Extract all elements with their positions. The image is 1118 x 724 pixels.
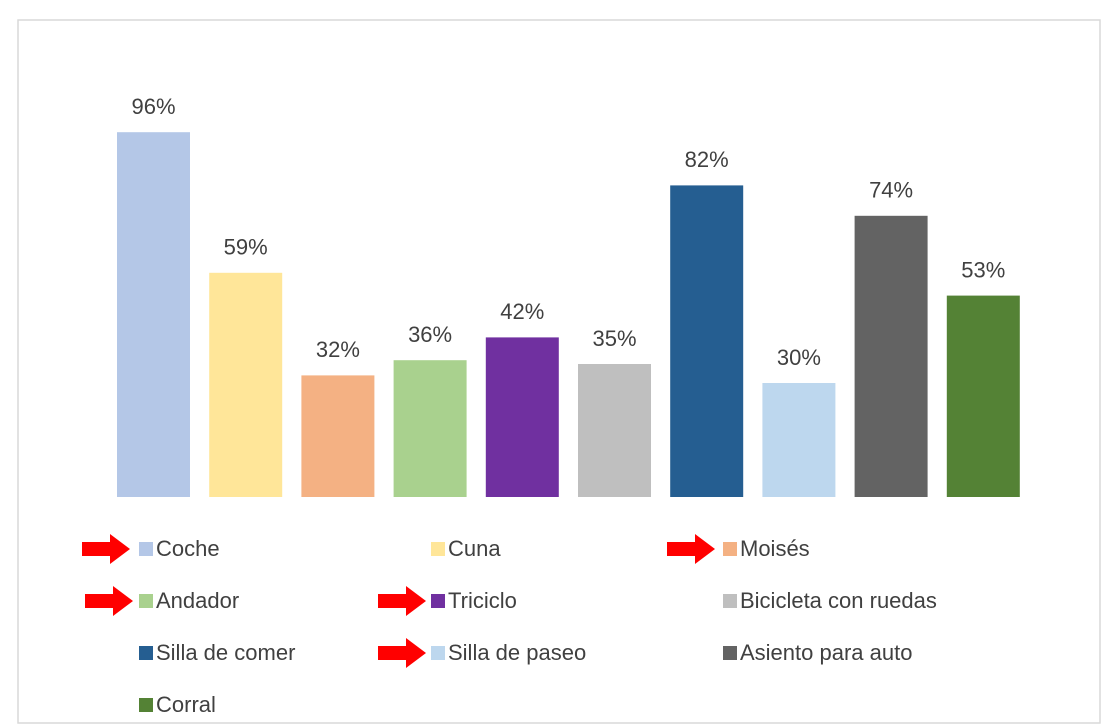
arrow	[82, 534, 130, 564]
legend-label: Asiento para auto	[740, 640, 912, 665]
data-label: 82%	[685, 147, 729, 172]
legend-label: Andador	[156, 588, 239, 613]
data-label: 53%	[961, 257, 1005, 282]
bar	[117, 132, 190, 497]
arrow	[667, 534, 715, 564]
bar	[946, 295, 1020, 497]
bar	[209, 272, 283, 497]
legend-label: Bicicleta con ruedas	[740, 588, 937, 613]
legend-label: Cuna	[448, 536, 501, 561]
data-label: 59%	[224, 235, 268, 260]
bar	[670, 185, 744, 497]
legend-swatch	[139, 542, 153, 556]
bar	[854, 215, 928, 498]
data-label: 96%	[131, 94, 175, 119]
legend-swatch	[139, 698, 153, 712]
data-label: 32%	[316, 337, 360, 362]
arrow	[378, 586, 426, 616]
legend-swatch	[431, 594, 445, 608]
data-label: 74%	[869, 178, 913, 203]
data-label: 36%	[408, 322, 452, 347]
bar	[301, 375, 375, 497]
legend-label: Silla de comer	[156, 640, 295, 665]
legend-swatch	[431, 542, 445, 556]
data-label: 35%	[592, 326, 636, 351]
bar	[762, 383, 836, 497]
legend-label: Corral	[156, 692, 216, 717]
legend-swatch	[723, 646, 737, 660]
legend-label: Triciclo	[448, 588, 517, 613]
legend-label: Coche	[156, 536, 220, 561]
arrows	[82, 534, 715, 668]
arrow	[85, 586, 133, 616]
legend-swatch	[723, 542, 737, 556]
legend-swatch	[431, 646, 445, 660]
bar	[578, 364, 651, 497]
legend-swatch	[723, 594, 737, 608]
bar	[393, 360, 467, 497]
legend-label: Silla de paseo	[448, 640, 586, 665]
data-label: 42%	[500, 299, 544, 324]
data-label: 30%	[777, 345, 821, 370]
legend-swatch	[139, 646, 153, 660]
bar	[485, 337, 559, 497]
legend-swatch	[139, 594, 153, 608]
arrow	[378, 638, 426, 668]
legend-label: Moisés	[740, 536, 810, 561]
